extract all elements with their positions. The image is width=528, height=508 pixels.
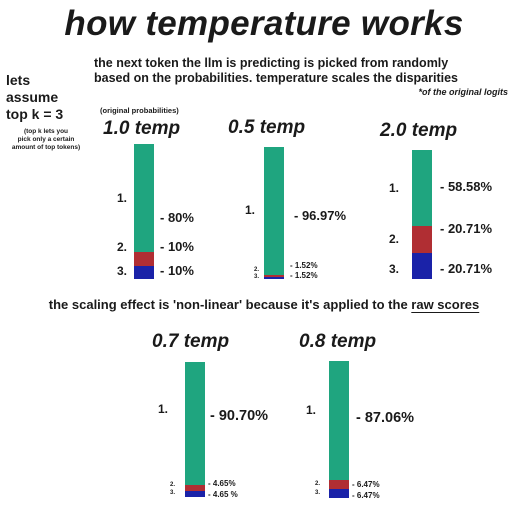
assumption-line: top k = 3: [6, 106, 64, 122]
caption-underlined-term: raw scores: [411, 297, 480, 312]
rank-label: 1.: [117, 191, 128, 205]
rank-label: 3.: [254, 274, 260, 280]
chart-title: 2.0 temp: [380, 120, 458, 141]
assumption-line: assume: [6, 89, 59, 105]
original-probabilities-label: (original probabilities): [100, 106, 179, 115]
chart-title: 0.7 temp: [152, 331, 230, 352]
bar-segment-rank-3: [329, 489, 349, 498]
bar-segment-rank-3: [264, 277, 284, 279]
rank-label: 1.: [389, 181, 400, 195]
bar-segment-rank-2: [329, 480, 349, 489]
percent-label: - 10%: [160, 239, 194, 254]
bar-segment-rank-3: [185, 491, 205, 497]
rank-label: 1.: [245, 203, 256, 217]
bar-segment-rank-1: [185, 362, 205, 485]
footnote: *of the original logits: [418, 87, 509, 97]
bar-segment-rank-1: [329, 361, 349, 480]
stacked-bar: [412, 150, 432, 279]
bar-segment-rank-2: [134, 252, 154, 266]
topk-line: amount of top tokens): [11, 144, 81, 151]
bar-segment-rank-2: [412, 226, 432, 253]
caption-text: the scaling effect is 'non-linear' becau…: [48, 297, 412, 312]
rank-label: 1.: [158, 402, 169, 416]
rank-label: 3.: [117, 264, 128, 278]
topk-explanation: (top k lets you pick only a certain amou…: [6, 128, 86, 152]
bar-segment-rank-2: [264, 275, 284, 277]
bar-segment-rank-1: [412, 150, 432, 226]
bar-segment-rank-2: [185, 485, 205, 491]
topk-line: pick only a certain: [17, 136, 75, 143]
assumption-line: lets: [6, 72, 31, 88]
percent-label: - 10%: [160, 263, 194, 278]
chart-title: 0.8 temp: [299, 331, 377, 352]
subtitle-line-2: based on the probabilities. temperature …: [94, 71, 459, 85]
rank-label: 2.: [389, 232, 400, 246]
percent-label: - 96.97%: [294, 208, 347, 223]
percent-label: - 58.58%: [440, 179, 493, 194]
rank-label: 3.: [170, 490, 176, 496]
assumption-note: lets assume top k = 3: [6, 72, 63, 123]
percent-label: - 80%: [160, 210, 194, 225]
page-title: how temperature works: [64, 4, 464, 43]
stacked-bar: [264, 147, 284, 279]
bar-segment-rank-1: [134, 144, 154, 252]
rank-label: 2.: [254, 267, 260, 273]
rank-label: 2.: [315, 481, 321, 487]
percent-label: - 4.65%: [208, 479, 236, 488]
bar-segment-rank-3: [412, 253, 432, 279]
stacked-bar: [134, 144, 154, 279]
percent-label: - 20.71%: [440, 221, 493, 236]
chart-title: 1.0 temp: [103, 118, 181, 139]
rank-label: 2.: [117, 240, 128, 254]
topk-line: (top k lets you: [23, 128, 69, 135]
stacked-bar: [329, 361, 349, 498]
stacked-bar: [185, 362, 205, 498]
bar-segment-rank-1: [264, 147, 284, 275]
rank-label: 2.: [170, 482, 176, 488]
chart-title: 0.5 temp: [228, 117, 306, 138]
percent-label: - 1.52%: [290, 271, 318, 280]
percent-label: - 20.71%: [440, 261, 493, 276]
percent-label: - 6.47%: [352, 491, 380, 500]
rank-label: 1.: [306, 403, 317, 417]
subtitle-line-1: the next token the llm is predicting is …: [94, 56, 449, 70]
bar-segment-rank-3: [134, 266, 154, 279]
percent-label: - 90.70%: [210, 408, 269, 424]
rank-label: 3.: [389, 262, 400, 276]
percent-label: - 87.06%: [356, 410, 415, 426]
percent-label: - 6.47%: [352, 480, 380, 489]
percent-label: - 4.65 %: [208, 490, 238, 499]
nonlinear-caption: the scaling effect is 'non-linear' becau…: [0, 297, 528, 312]
rank-label: 3.: [315, 490, 321, 496]
percent-label: - 1.52%: [290, 261, 318, 270]
